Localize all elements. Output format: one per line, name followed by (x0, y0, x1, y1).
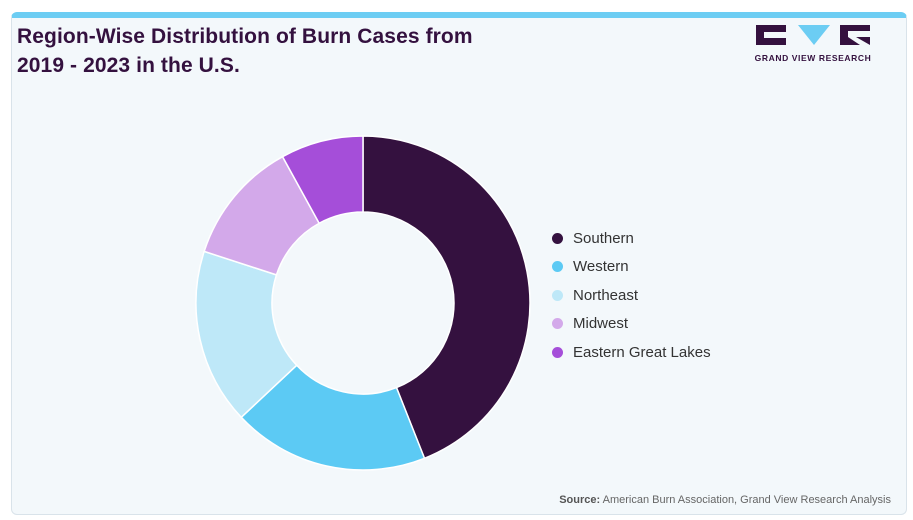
chart-legend: Southern Western Northeast Midwest Eastern G… (552, 224, 711, 367)
source-note: Source: American Burn Association, Grand… (559, 494, 891, 506)
gvr-logo-mark (756, 25, 870, 45)
legend-label-southern: Southern (573, 229, 634, 247)
logo-text: GRAND VIEW RESEARCH (754, 53, 872, 63)
legend-label-northeast: Northeast (573, 286, 639, 304)
legend-marker-northeast (552, 289, 563, 301)
legend-marker-western (552, 261, 563, 273)
legend-item-western: Western (552, 253, 711, 282)
legend-label-western: Western (573, 258, 629, 276)
source-text: American Burn Association, Grand View Re… (600, 494, 891, 506)
legend-item-northeast: Northeast (552, 281, 711, 310)
legend-item-eastern-great-lakes: Eastern Great Lakes (552, 338, 711, 367)
donut-slice-eastern-great-lakes (281, 135, 364, 225)
legend-item-southern: Southern (552, 224, 711, 253)
source-label: Source: (559, 494, 601, 506)
legend-marker-midwest (552, 318, 563, 330)
donut-slice-western (240, 364, 426, 471)
legend-item-midwest: Midwest (552, 310, 711, 339)
chart-title: Region-Wise Distribution of Burn Cases f… (17, 25, 473, 77)
donut-slice-southern (362, 135, 531, 460)
legend-label-eastern-great-lakes: Eastern Great Lakes (573, 343, 711, 361)
legend-marker-eastern-great-lakes (552, 346, 563, 358)
grand-view-research-logo: GRAND VIEW RESEARCH (750, 21, 876, 65)
legend-marker-southern (552, 232, 563, 244)
legend-label-midwest: Midwest (573, 315, 629, 333)
